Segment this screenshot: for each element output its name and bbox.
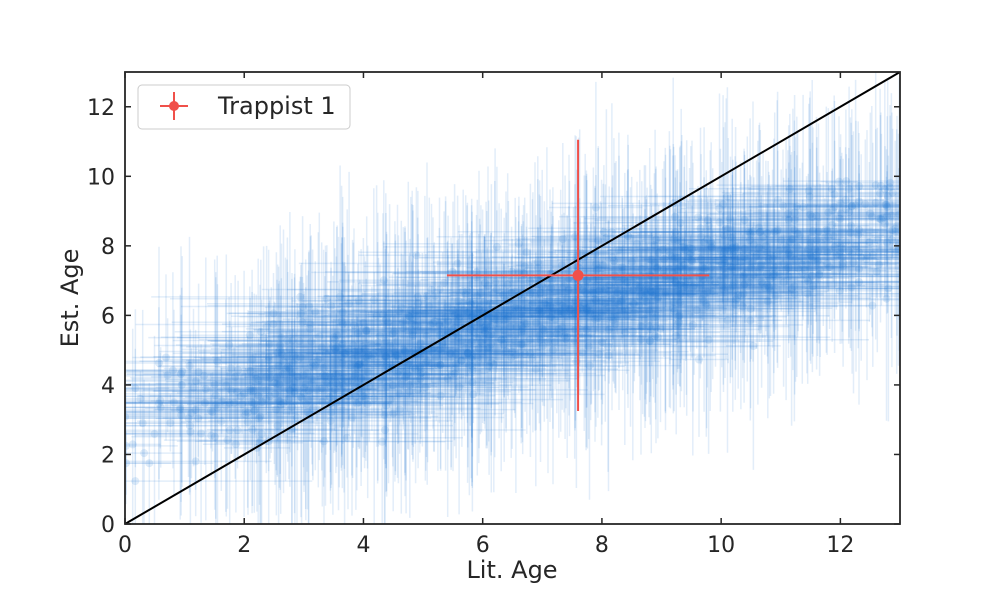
legend-marker-dot xyxy=(169,101,179,111)
y-axis-label: Est. Age xyxy=(56,249,84,348)
x-axis-label: Lit. Age xyxy=(466,556,557,584)
x-tick-label: 2 xyxy=(237,533,251,558)
y-tick-label: 10 xyxy=(87,165,115,190)
legend: Trappist 1 xyxy=(138,85,350,129)
legend-label: Trappist 1 xyxy=(217,92,336,120)
x-tick-label: 8 xyxy=(595,533,609,558)
y-tick-label: 6 xyxy=(101,304,115,329)
sample-points-layer xyxy=(0,66,1000,600)
y-tick-label: 4 xyxy=(101,374,115,399)
sample-point xyxy=(867,113,917,368)
y-tick-label: 0 xyxy=(101,513,115,538)
x-tick-label: 4 xyxy=(356,533,370,558)
x-tick-label: 12 xyxy=(826,533,854,558)
y-tick-label: 8 xyxy=(101,235,115,260)
x-tick-label: 10 xyxy=(707,533,735,558)
x-tick-label: 0 xyxy=(118,533,132,558)
y-tick-label: 2 xyxy=(101,443,115,468)
y-tick-label: 12 xyxy=(87,96,115,121)
x-tick-label: 6 xyxy=(476,533,490,558)
trappist-1-marker xyxy=(573,270,584,281)
